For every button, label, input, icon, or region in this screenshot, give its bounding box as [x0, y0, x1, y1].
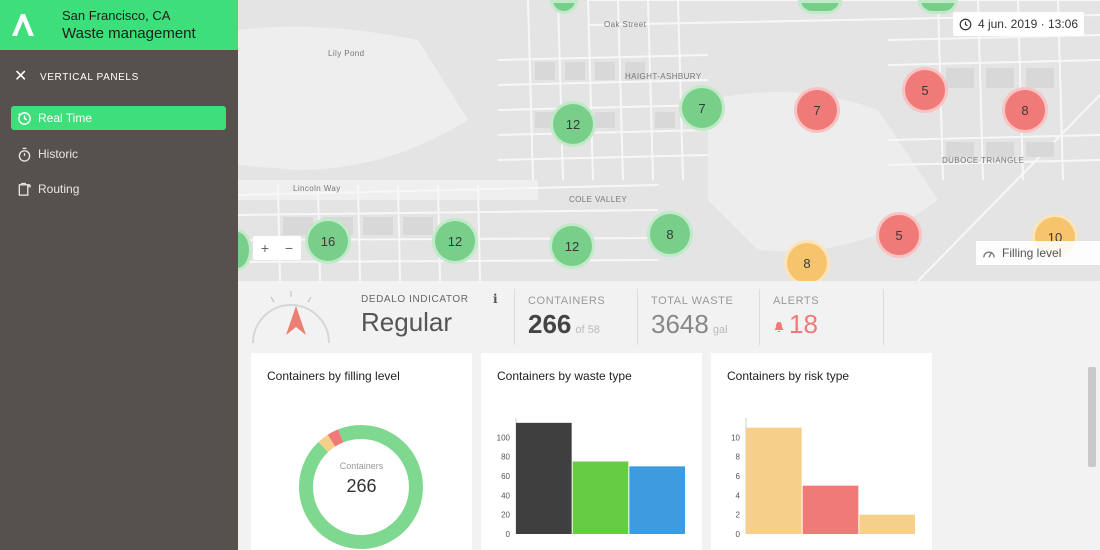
- card-waste-type: Containers by waste type 0 20 40 60 80 100: [481, 353, 702, 550]
- datetime-badge[interactable]: 4 jun. 2019 · 13:06: [953, 12, 1084, 36]
- alerts-stat: ALERTS 18: [773, 295, 819, 340]
- map-cluster[interactable]: 12: [549, 223, 595, 269]
- y-tick-label: 6: [736, 472, 741, 481]
- datetime-text: 4 jun. 2019 · 13:06: [977, 17, 1079, 31]
- map-cluster[interactable]: 8: [647, 211, 693, 257]
- clock-icon: [959, 18, 972, 30]
- donut-slice[interactable]: [299, 425, 423, 549]
- map-cluster[interactable]: 7: [679, 85, 725, 131]
- indicator-label: DEDALO INDICATOR: [361, 294, 469, 305]
- street-label: HAIGHT-ASHBURY: [625, 72, 702, 81]
- sidebar-item-routing[interactable]: Routing: [11, 177, 226, 201]
- total-waste-label: TOTAL WASTE: [651, 295, 734, 307]
- donut-slice[interactable]: [327, 429, 344, 447]
- alerts-label: ALERTS: [773, 295, 820, 307]
- bar[interactable]: [516, 422, 572, 534]
- sidebar: San Francisco, CA Waste management ✕ VER…: [0, 0, 238, 550]
- y-tick-label: 40: [501, 491, 510, 500]
- map-view[interactable]: Oak Street Lily Pond HAIGHT-ASHBURY DUBO…: [238, 0, 1100, 281]
- route-clipboard-icon: [18, 182, 31, 196]
- divider: [514, 289, 515, 345]
- total-waste-stat: TOTAL WASTE 3648 gal: [651, 295, 733, 340]
- map-cluster[interactable]: 16: [305, 218, 351, 264]
- card-filling-level: Containers by filling level Containers 2…: [251, 353, 472, 550]
- bar[interactable]: [746, 427, 802, 534]
- bar[interactable]: [572, 461, 629, 535]
- total-waste-unit: gal: [712, 324, 728, 336]
- map-cluster[interactable]: 5: [902, 67, 948, 113]
- y-tick-label: 2: [736, 511, 741, 520]
- clock-refresh-icon: [17, 111, 31, 125]
- indicator-value: Regular: [361, 307, 453, 337]
- bar[interactable]: [859, 514, 915, 534]
- app-logo-icon[interactable]: [10, 12, 36, 38]
- stats-bar: DEDALO INDICATOR Regular i CONTAINERS 26…: [238, 281, 1100, 351]
- zoom-out-button[interactable]: −: [284, 240, 294, 256]
- card-title: Containers by risk type: [727, 369, 850, 383]
- divider: [883, 289, 884, 345]
- y-tick-label: 10: [731, 433, 740, 442]
- street-label: Lily Pond: [328, 49, 365, 58]
- map-cluster[interactable]: 12: [432, 218, 478, 264]
- sidebar-item-real-time[interactable]: Real Time: [11, 106, 226, 130]
- street-label: Lincoln Way: [293, 184, 341, 193]
- sidebar-item-label: Real Time: [38, 111, 93, 125]
- bell-icon: [774, 322, 784, 332]
- donut-center-label: Containers: [339, 461, 384, 471]
- y-tick-label: 0: [506, 530, 511, 539]
- containers-label: CONTAINERS: [528, 295, 606, 307]
- zoom-in-button[interactable]: +: [260, 240, 270, 256]
- filling-level-legend[interactable]: Filling level: [976, 241, 1100, 265]
- donut-slice[interactable]: [318, 434, 336, 453]
- map-cluster[interactable]: 7: [794, 87, 840, 133]
- bar[interactable]: [802, 485, 859, 534]
- y-tick-label: 8: [736, 453, 741, 462]
- y-tick-label: 4: [736, 491, 741, 500]
- total-waste-value: 3648: [651, 309, 709, 339]
- scrollbar[interactable]: [1088, 367, 1096, 467]
- donut-center-value: 266: [346, 476, 377, 496]
- card-title: Containers by waste type: [497, 369, 632, 383]
- y-tick-label: 80: [501, 453, 510, 462]
- city-name: San Francisco, CA: [62, 8, 171, 23]
- filling-level-label: Filling level: [1002, 246, 1062, 260]
- risk-type-chart: 0 2 4 6 8 10: [731, 418, 915, 539]
- map-cluster[interactable]: 8: [784, 240, 830, 281]
- street-label: Oak Street: [604, 20, 647, 29]
- gauge-icon: [983, 251, 995, 258]
- y-tick-label: 20: [501, 511, 510, 520]
- y-tick-label: 0: [736, 530, 741, 539]
- y-tick-label: 60: [501, 472, 510, 481]
- alerts-value: 18: [789, 309, 818, 339]
- containers-sub: of 58: [575, 324, 600, 336]
- vertical-panels-toggle[interactable]: ✕ VERTICAL PANELS: [14, 68, 139, 86]
- bar[interactable]: [629, 466, 685, 534]
- donut-chart: [299, 425, 423, 549]
- zoom-controls: + −: [253, 236, 301, 260]
- waste-type-chart: 0 20 40 60 80 100: [497, 418, 685, 539]
- close-icon[interactable]: ✕: [14, 68, 29, 85]
- street-label: DUBOCE TRIANGLE: [942, 156, 1025, 165]
- map-cluster[interactable]: 8: [1002, 87, 1048, 133]
- info-icon[interactable]: i: [493, 292, 498, 306]
- y-tick-label: 100: [497, 433, 511, 442]
- containers-stat: CONTAINERS 266 of 58: [528, 295, 605, 340]
- street-label: COLE VALLEY: [569, 195, 628, 204]
- map-cluster[interactable]: 5: [876, 212, 922, 258]
- brand-header: San Francisco, CA Waste management: [0, 0, 238, 50]
- card-title: Containers by filling level: [267, 369, 400, 383]
- dedalo-gauge-icon: [252, 291, 330, 344]
- panel-title: VERTICAL PANELS: [40, 71, 139, 83]
- sidebar-item-label: Historic: [38, 147, 79, 161]
- stopwatch-icon: [18, 147, 31, 162]
- containers-value: 266: [528, 309, 572, 339]
- divider: [759, 289, 760, 345]
- card-risk-type: Containers by risk type 0 2 4 6 8 10: [711, 353, 932, 550]
- sidebar-item-historic[interactable]: Historic: [11, 142, 226, 166]
- sidebar-item-label: Routing: [38, 182, 80, 196]
- divider: [637, 289, 638, 345]
- map-cluster[interactable]: 12: [550, 101, 596, 147]
- app-name: Waste management: [62, 25, 196, 42]
